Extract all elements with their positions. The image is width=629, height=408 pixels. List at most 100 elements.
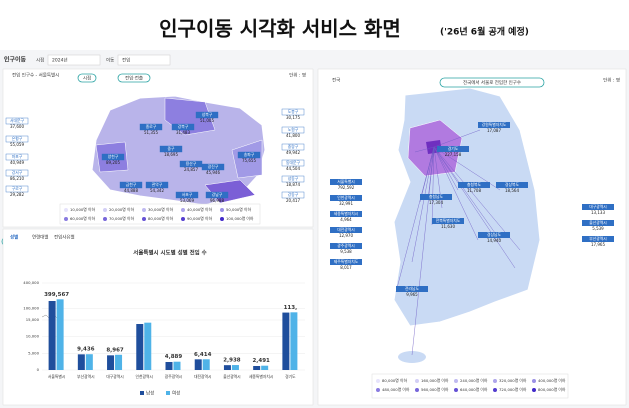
legend-label: 560,000명 이하 [421, 387, 449, 392]
y-tick-label: 5,000 [28, 350, 39, 355]
legend-swatch [181, 217, 185, 221]
move-select[interactable] [117, 54, 171, 66]
flow-arrow [395, 146, 435, 293]
region-value: 9,538 [340, 249, 352, 254]
district-value: 51,355 [144, 130, 158, 135]
bar-label: 113, [284, 305, 298, 311]
callout-box [77, 73, 97, 83]
region-tag [458, 182, 490, 188]
bar-label: 2,491 [252, 358, 270, 364]
district-tag [281, 143, 305, 151]
region-name: 대전광역시 [337, 227, 354, 232]
flow-arrow [433, 146, 479, 241]
district-name: 서초구 [182, 192, 193, 197]
bar [202, 359, 210, 370]
region-value: 17,087 [487, 128, 501, 133]
x-tick-label: 대전광역시 [194, 374, 211, 379]
legend-swatch [493, 388, 497, 392]
legend-label: 40,000명 이하 [187, 207, 212, 212]
district-tag [281, 159, 305, 167]
seoul-title: 전입 인구수 - 서울특별시 [12, 72, 59, 79]
region-tag [478, 122, 510, 128]
district-name: 강서구 [12, 170, 23, 175]
district-name: 동대문구 [286, 160, 300, 165]
callout-text: 시점 [83, 75, 91, 82]
legend-swatch [64, 217, 68, 221]
legend-swatch [64, 208, 68, 212]
legend-swatch [166, 391, 170, 395]
district-value: 96,988 [210, 198, 224, 203]
period-select[interactable] [47, 54, 101, 66]
legend: 10,000명 이하 20,000명 이하 30,000명 이하 40,000명 이하… [64, 207, 254, 221]
district-name: 강동구 [288, 192, 299, 197]
bar [231, 365, 239, 370]
move-value[interactable]: 전입 [122, 57, 130, 64]
flow-arrow [411, 146, 435, 263]
region-name: 전북특별자치도 [436, 218, 461, 223]
x-tick-label: 세종특별자치시 [249, 374, 273, 379]
district-tag [205, 191, 229, 199]
x-tick-label: 광주광역시 [165, 374, 182, 379]
district-value: 18,874 [286, 182, 300, 187]
flow-arrow [433, 146, 459, 191]
region-value: 32,991 [339, 201, 353, 206]
legend-label: 720,000명 이하 [499, 387, 527, 392]
x-tick-label: 대구광역시 [106, 374, 123, 379]
district-tag [101, 153, 125, 161]
bar [290, 312, 298, 370]
district-name: 서대문구 [10, 118, 24, 123]
district-value: 55,059 [10, 142, 24, 147]
bar-chart: 0 5,000 10,000 15,000 100,000 400,000 서울특별시 399… [23, 280, 305, 397]
legend-swatch [220, 208, 224, 212]
menu[interactable]: 인구이동 [4, 56, 27, 64]
map-shape [231, 139, 263, 179]
legend-label: 50,000명 이하 [226, 207, 251, 212]
region-value: 792,592 [338, 185, 355, 190]
district-name: 중랑구 [288, 144, 299, 149]
subtitle: ('26년 6월 공개 예정) [440, 26, 529, 38]
region-tag [330, 195, 362, 201]
region-tag [582, 220, 614, 226]
legend-label: 800,000명 이하 [538, 387, 566, 392]
legend-label: 여성 [172, 390, 180, 397]
tab[interactable]: 연령대별 [32, 234, 49, 241]
legend-label: 400,000명 이하 [538, 378, 566, 383]
district-name: 중구 [168, 146, 175, 151]
y-tick-label: 0 [37, 367, 40, 372]
district-tag [139, 123, 163, 131]
district-name: 송파구 [244, 152, 255, 157]
district-name: 구로구 [12, 186, 23, 191]
bar [165, 362, 173, 370]
district-name: 종로구 [146, 124, 157, 129]
district-value: 24,857 [184, 167, 198, 172]
region-value: 17,304 [429, 200, 443, 205]
region-tag [396, 286, 428, 292]
tab[interactable]: 전입사유별 [54, 234, 75, 241]
bar-label: 399,567 [44, 292, 69, 298]
legend-label: 30,000명 이하 [148, 207, 173, 212]
bar [194, 359, 202, 370]
legend-swatch [140, 391, 144, 395]
legend-swatch [103, 217, 107, 221]
tab[interactable]: 성별 [10, 234, 18, 241]
period-value[interactable]: 2024년 [52, 57, 68, 64]
callout-box [439, 77, 545, 88]
district-value: 89,205 [106, 160, 120, 165]
move-label: 이동 [106, 57, 114, 64]
seoul-legend [59, 203, 261, 225]
district-tag [5, 135, 29, 143]
district-name: 마포구 [12, 154, 23, 159]
tabs: 성별 연령대별 전입사유별 [10, 234, 75, 241]
legend-swatch [532, 379, 536, 383]
legend-label: 남성 [146, 390, 154, 397]
region-value: 9,965 [406, 292, 418, 297]
legend: 80,000명 이하 160,000명 이하 240,000명 이하 320,000명… [376, 378, 566, 392]
district-tag [171, 123, 195, 131]
region-tag [330, 259, 362, 265]
district-tag [145, 181, 169, 189]
korea-unit: 단위 : 명 [603, 77, 620, 84]
period-label: 시점 [36, 57, 44, 64]
legend-swatch [454, 379, 458, 383]
